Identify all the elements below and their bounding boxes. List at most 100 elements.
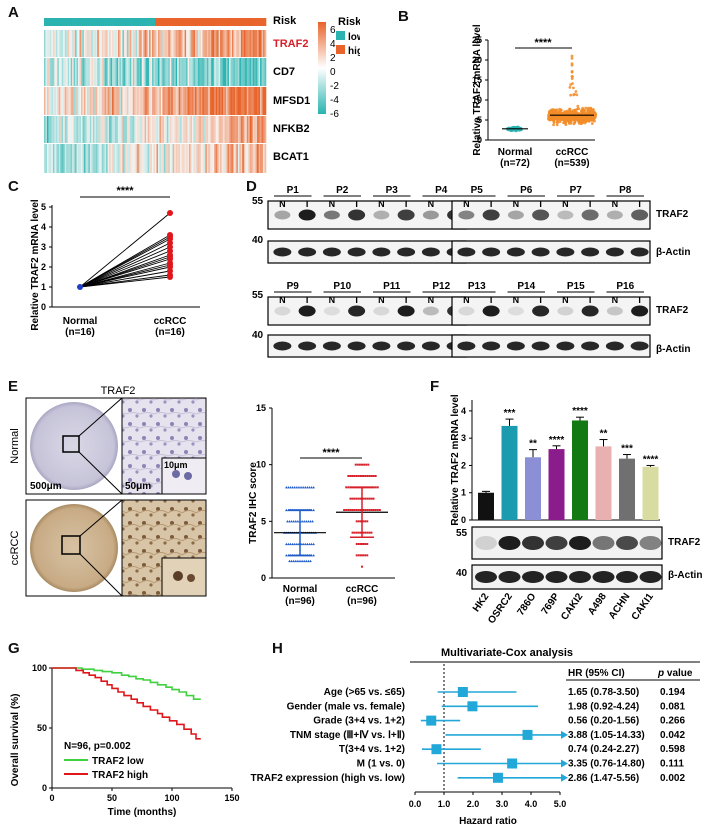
risk-bar-cell (157, 18, 160, 26)
heatmap-cell (44, 144, 46, 173)
heatmap-cell (178, 144, 181, 173)
heatmap-cell (78, 87, 80, 115)
heatmap-cell (98, 144, 101, 173)
heatmap-cell (122, 30, 125, 57)
heatmap-cell (54, 87, 57, 115)
heatmap-cell (220, 87, 222, 115)
heatmap-cell (193, 116, 196, 143)
b-group-ccrcc: ccRCC (556, 147, 589, 158)
heatmap-cell (206, 58, 209, 86)
heatmap-cell (215, 144, 218, 173)
b-point-ccrcc (589, 106, 592, 110)
heatmap-cell (110, 30, 113, 57)
heatmap-cell (122, 116, 125, 143)
h-row-ci: 1.98 (0.92-4.24) (568, 701, 639, 712)
heatmap-cell (107, 87, 110, 115)
risk-bar-cell (116, 18, 119, 26)
h-row-p: 0.002 (660, 773, 685, 784)
heatmap-cell (169, 116, 172, 143)
b-point-ccrcc (555, 115, 559, 119)
heatmap-cell (83, 58, 86, 86)
heatmap-cell (184, 87, 187, 115)
heatmap-cell (103, 30, 105, 57)
heatmap-cell (202, 30, 205, 57)
panel-label-h: H (272, 640, 283, 657)
heatmap-cell (240, 30, 243, 57)
scale-tick: 4 (330, 39, 336, 50)
heatmap-cell (239, 30, 242, 57)
heatmap-cell (258, 58, 261, 86)
heatmap-cell (243, 116, 246, 143)
scale-tick: 0 (330, 67, 336, 78)
heatmap-cell (193, 30, 196, 57)
heatmap-cell (212, 87, 215, 115)
heatmap-cell (245, 87, 248, 115)
heatmap-cell (156, 116, 159, 143)
e-point-ccrcc (366, 497, 369, 500)
heatmap-cell (120, 58, 123, 86)
risk-bar-cell (193, 18, 196, 26)
heatmap-cell (146, 144, 148, 173)
heatmap-cell (211, 144, 214, 173)
heatmap-cell (83, 30, 86, 57)
e-point-normal (307, 520, 310, 523)
heatmap-cell (88, 87, 91, 115)
heatmap-cell (159, 58, 162, 86)
heatmap-cell (214, 87, 216, 115)
e-point-ccrcc (372, 475, 375, 477)
b-group-normal: Normal (498, 147, 533, 158)
risk-bar-cell (224, 18, 227, 26)
d-lane-T: T (304, 199, 310, 209)
heatmap-cell (162, 30, 165, 57)
heatmap-cell (215, 116, 218, 143)
risk-bar-cell (217, 18, 219, 26)
d-band-actin (531, 341, 550, 351)
heatmap-cell (92, 144, 95, 173)
b-yticks: 0 5 10 15 20 25 (472, 35, 488, 145)
f-mw-55: 55 (456, 528, 468, 539)
g-curve-high (52, 667, 201, 740)
heatmap-cell (140, 144, 142, 173)
e-point-normal (303, 486, 307, 489)
heatmap-cell (61, 144, 64, 173)
d-blot-group: P1NTP2NTP3NTP4NTP5NTP6NTP7NTP8NTP9NTP10N… (267, 185, 651, 358)
heatmap-cell (240, 87, 243, 115)
d-band-actin (347, 247, 366, 257)
heatmap-cell (242, 116, 245, 143)
d-lane-N: N (612, 295, 619, 305)
e-point-ccrcc (364, 497, 367, 500)
d-band-T (532, 305, 550, 317)
heatmap-cell (60, 116, 63, 143)
b-point-ccrcc (552, 123, 555, 127)
heatmap-cell (110, 116, 113, 143)
risk-bar-cell (63, 18, 66, 26)
h-row-p: 0.111 (660, 759, 684, 770)
f-bar (642, 466, 659, 520)
heatmap-cell (64, 30, 67, 57)
heatmap-cell (172, 116, 175, 143)
heatmap-cell (177, 144, 179, 173)
e-tick-label: 10 (256, 460, 266, 470)
heatmap-cell (49, 144, 52, 173)
d-band-actin (556, 247, 575, 257)
heatmap-cell (126, 116, 129, 143)
heatmap-cell (162, 87, 165, 115)
heatmap-cell (78, 144, 80, 173)
heatmap-cell (217, 87, 219, 115)
e-point-ccrcc (370, 475, 373, 477)
risk-bar-cell (95, 18, 98, 26)
heatmap-cell (233, 58, 236, 86)
heatmap-cell (236, 30, 239, 57)
heatmap-cell (63, 30, 66, 57)
heatmap-cell (192, 58, 194, 86)
b-point-ccrcc (575, 111, 579, 115)
e-point-normal (289, 542, 292, 546)
heatmap-cell (54, 30, 57, 57)
heatmap-cell (263, 116, 265, 143)
heatmap-cell (157, 144, 160, 173)
e-point-normal (285, 486, 288, 489)
heatmap-cell (45, 116, 48, 143)
heatmap-cell (85, 116, 88, 143)
heatmap-cell (190, 116, 193, 143)
heatmap-cell (104, 144, 107, 173)
